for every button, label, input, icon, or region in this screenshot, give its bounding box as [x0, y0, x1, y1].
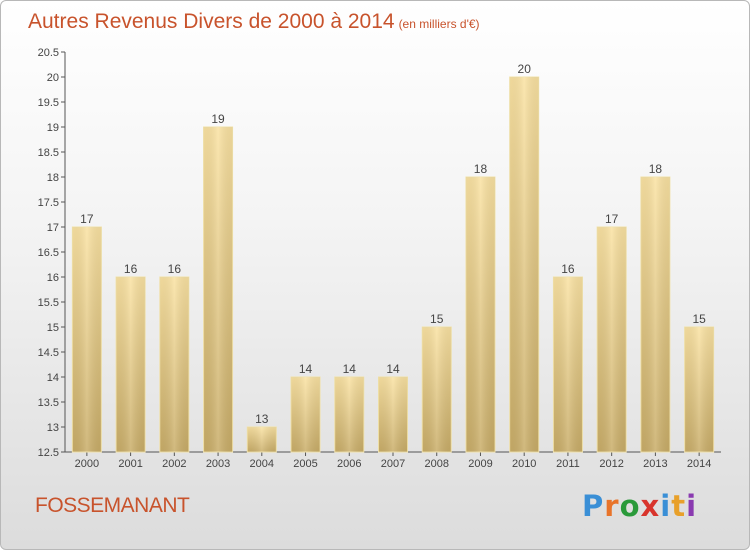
bar-shade: [640, 177, 670, 452]
y-tick-label: 13.5: [38, 397, 59, 409]
y-tick-label: 15.5: [38, 297, 59, 309]
bar-shade: [291, 377, 321, 452]
y-tick-label: 17: [47, 222, 59, 234]
x-tick-label: 2002: [162, 458, 186, 470]
bar-value-label: 17: [80, 212, 94, 226]
bar-shade: [334, 377, 364, 452]
bar-value-label: 19: [211, 112, 225, 126]
bar-shade: [597, 227, 627, 452]
bar-value-label: 14: [386, 362, 400, 376]
y-tick-label: 13: [47, 422, 59, 434]
y-tick-label: 17.5: [38, 197, 59, 209]
y-tick-label: 19.5: [38, 97, 59, 109]
x-tick-label: 2007: [381, 458, 405, 470]
bar-shade: [684, 327, 714, 452]
bar-shade: [509, 77, 539, 452]
x-tick-label: 2005: [293, 458, 317, 470]
logo-letter: i: [660, 489, 672, 523]
bar-value-label: 18: [649, 162, 663, 176]
chart-unit: (en milliers d'€): [398, 17, 480, 31]
bar-value-label: 14: [343, 362, 357, 376]
logo-letter: x: [640, 489, 661, 523]
logo-letter: o: [619, 489, 641, 523]
x-tick-label: 2009: [468, 458, 492, 470]
x-tick-label: 2001: [118, 458, 142, 470]
bar-value-label: 15: [430, 312, 444, 326]
bar-value-label: 14: [299, 362, 313, 376]
y-tick-label: 14: [47, 372, 59, 384]
y-tick-label: 19: [47, 122, 59, 134]
x-tick-label: 2008: [424, 458, 448, 470]
bar-shade: [553, 277, 583, 452]
logo-letter: t: [671, 489, 687, 523]
proxiti-logo: Proxiti: [582, 489, 697, 523]
y-tick-label: 18: [47, 172, 59, 184]
logo-letter: r: [604, 489, 620, 523]
x-tick-label: 2003: [206, 458, 230, 470]
x-tick-label: 2012: [599, 458, 623, 470]
logo-letter: P: [582, 489, 605, 523]
bar-value-label: 20: [518, 62, 532, 76]
bar-value-label: 16: [168, 262, 182, 276]
x-tick-label: 2013: [643, 458, 667, 470]
y-tick-label: 16.5: [38, 247, 59, 259]
x-tick-label: 2000: [75, 458, 99, 470]
x-tick-label: 2010: [512, 458, 536, 470]
y-tick-label: 20.5: [38, 47, 59, 59]
bar-value-label: 13: [255, 412, 269, 426]
bar-value-label: 16: [561, 262, 575, 276]
chart-title: Autres Revenus Divers de 2000 à 2014 (en …: [28, 10, 480, 33]
x-tick-label: 2004: [250, 458, 274, 470]
bar-shade: [159, 277, 189, 452]
y-tick-label: 15: [47, 322, 59, 334]
logo-letter: i: [686, 489, 698, 523]
bar-value-label: 15: [692, 312, 706, 326]
bar-shade: [72, 227, 102, 452]
y-tick-label: 16: [47, 272, 59, 284]
bar-shade: [247, 427, 277, 452]
x-tick-label: 2014: [687, 458, 711, 470]
bar-shade: [203, 127, 233, 452]
x-tick-label: 2006: [337, 458, 361, 470]
bar-shade: [465, 177, 495, 452]
place-name: FOSSEMANANT: [35, 494, 190, 517]
bar-shade: [116, 277, 146, 452]
y-tick-label: 20: [47, 72, 59, 84]
bar-value-label: 16: [124, 262, 138, 276]
bar-shade: [422, 327, 452, 452]
y-tick-label: 14.5: [38, 347, 59, 359]
y-tick-label: 12.5: [38, 447, 59, 459]
bar-shade: [378, 377, 408, 452]
bar-value-label: 17: [605, 212, 619, 226]
x-tick-label: 2011: [556, 458, 580, 470]
y-tick-label: 18.5: [38, 147, 59, 159]
bar-value-label: 18: [474, 162, 488, 176]
